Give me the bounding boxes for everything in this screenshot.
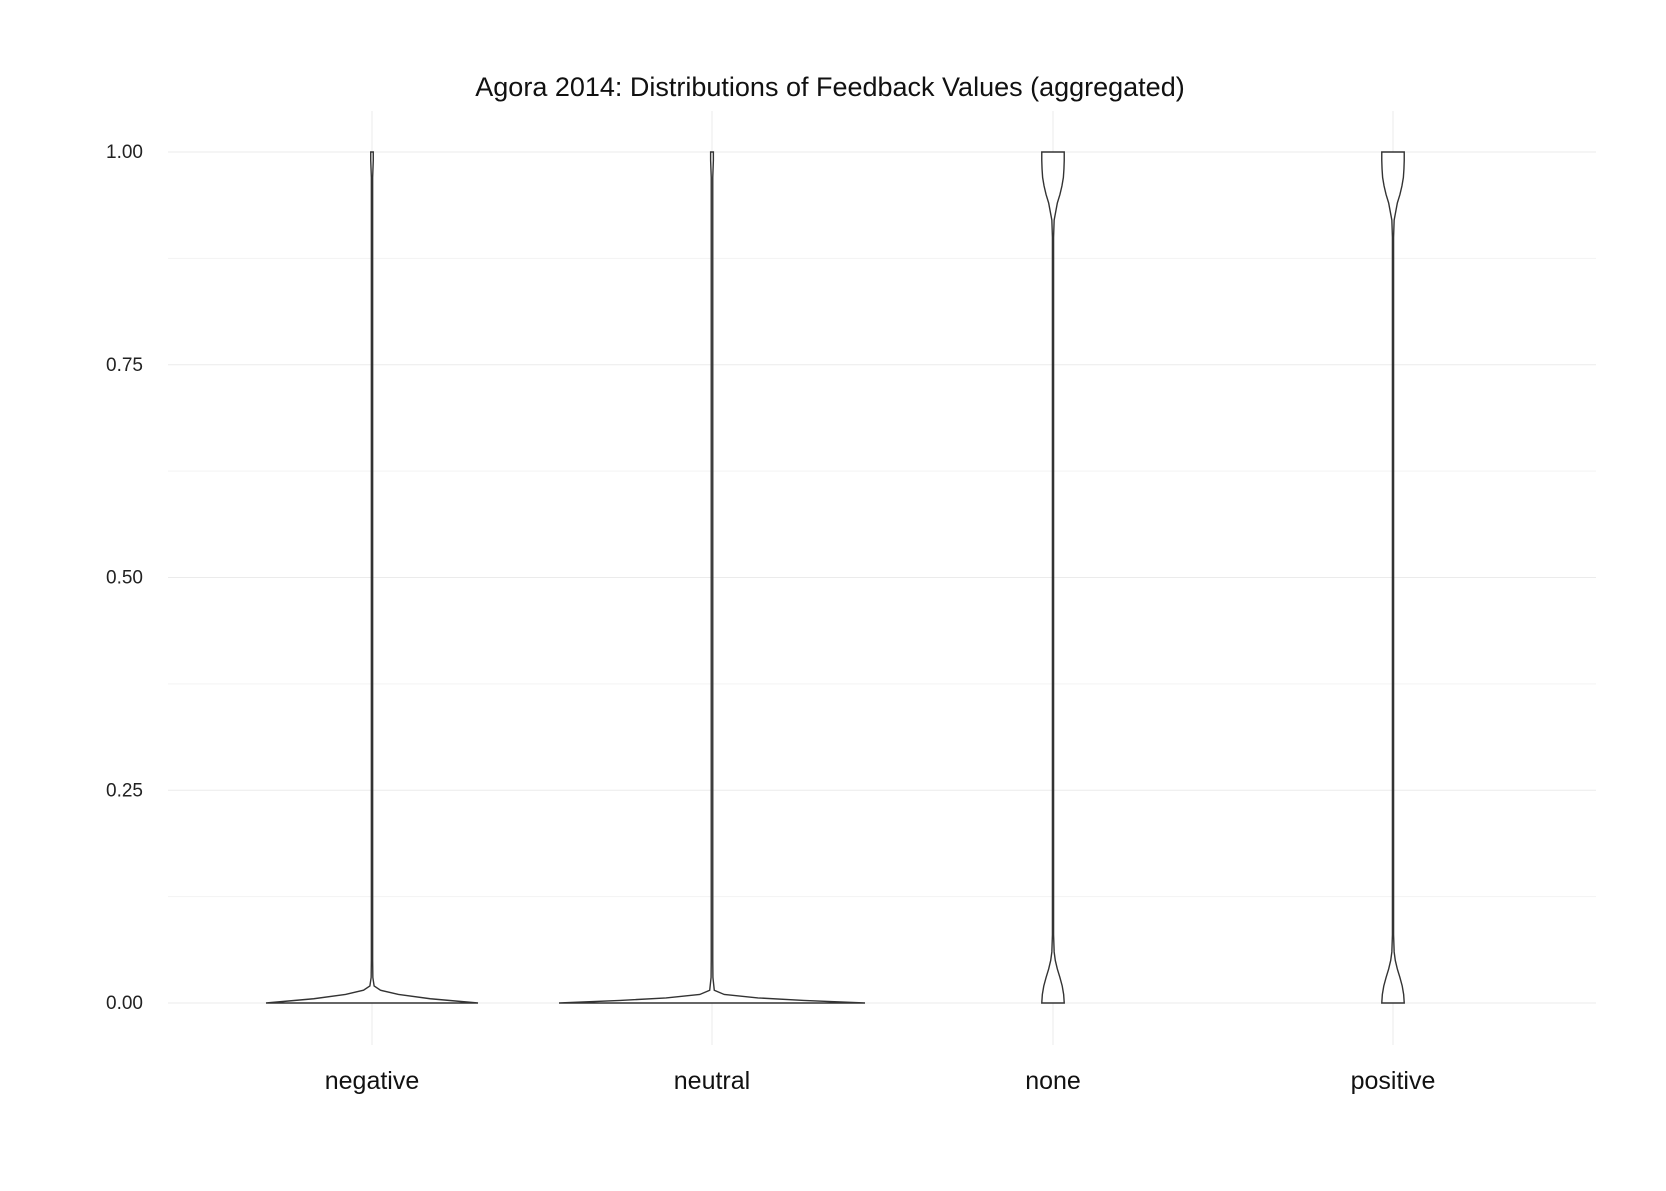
x-tick-label-neutral: neutral (674, 1067, 750, 1095)
x-axis: negative neutral none positive (325, 1067, 1436, 1095)
y-tick-label: 1.00 (106, 142, 143, 163)
violin-positive (1381, 151, 1405, 1004)
x-tick-label-none: none (1025, 1067, 1081, 1095)
violin-layer (265, 151, 1405, 1004)
violin-negative (265, 151, 479, 1004)
chart-title: Agora 2014: Distributions of Feedback Va… (475, 72, 1184, 102)
x-tick-label-negative: negative (325, 1067, 420, 1095)
y-tick-label: 0.25 (106, 780, 143, 801)
x-tick-label-positive: positive (1351, 1067, 1436, 1095)
y-tick-label: 0.50 (106, 568, 143, 589)
y-axis: 0.00 0.25 0.50 0.75 1.00 (106, 142, 143, 1014)
violin-neutral (558, 151, 866, 1004)
y-tick-label: 0.00 (106, 993, 143, 1014)
y-tick-label: 0.75 (106, 355, 143, 376)
violin-none (1041, 151, 1065, 1004)
